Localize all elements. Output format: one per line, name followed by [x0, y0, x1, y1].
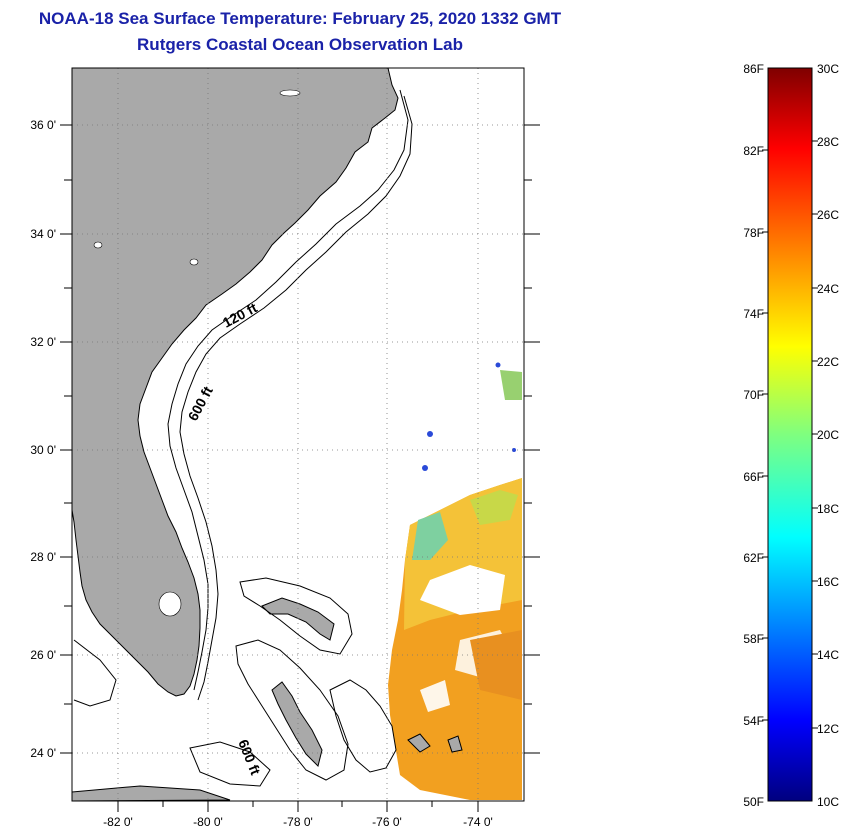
lat-label-36: 36 0': [30, 118, 56, 132]
bahamas-islands: [72, 597, 463, 801]
colorbar-f-66: 66F: [743, 470, 764, 484]
colorbar-c-28: 28C: [817, 135, 839, 149]
colorbar-f-58: 58F: [743, 632, 764, 646]
lat-label-30: 30 0': [30, 443, 56, 457]
colorbar-f-86: 86F: [743, 62, 764, 76]
colorbar-f-70: 70F: [743, 388, 764, 402]
colorbar-c-12: 12C: [817, 722, 839, 736]
lat-label-28: 28 0': [30, 550, 56, 564]
lon-label-82: -82 0': [103, 815, 133, 829]
lon-label-74: -74 0': [463, 815, 493, 829]
colorbar-f-82: 82F: [743, 144, 764, 158]
map-subtitle: Rutgers Coastal Ocean Observation Lab: [137, 35, 463, 54]
lat-label-34: 34 0': [30, 227, 56, 241]
lat-label-24: 24 0': [30, 746, 56, 760]
colorbar-ticks: [762, 140, 818, 729]
lon-label-78: -78 0': [283, 815, 313, 829]
colorbar-c-10: 10C: [817, 795, 839, 809]
colorbar: [767, 67, 813, 802]
colorbar-c-14: 14C: [817, 648, 839, 662]
lat-ticks: [60, 124, 540, 754]
colorbar-f-50: 50F: [743, 795, 764, 809]
land-mass-us: [72, 68, 399, 697]
inland-lakes: [93, 89, 301, 617]
colorbar-c-22: 22C: [817, 355, 839, 369]
lon-label-80: -80 0': [193, 815, 223, 829]
colorbar-f-78: 78F: [743, 226, 764, 240]
map-title: NOAA-18 Sea Surface Temperature: Februar…: [38, 9, 562, 28]
lon-label-76: -76 0': [372, 815, 402, 829]
lon-ticks: [117, 801, 479, 812]
lat-label-26: 26 0': [30, 648, 56, 662]
colorbar-f-62: 62F: [743, 551, 764, 565]
colorbar-c-24: 24C: [817, 282, 839, 296]
colorbar-c-16: 16C: [817, 575, 839, 589]
lat-label-32: 32 0': [30, 335, 56, 349]
colorbar-c-26: 26C: [817, 208, 839, 222]
colorbar-c-30: 30C: [817, 62, 839, 76]
sst-data-layer: [388, 362, 522, 800]
colorbar-c-18: 18C: [817, 502, 839, 516]
colorbar-c-20: 20C: [817, 428, 839, 442]
colorbar-f-54: 54F: [743, 714, 764, 728]
colorbar-f-74: 74F: [743, 307, 764, 321]
graticule: [72, 68, 524, 801]
